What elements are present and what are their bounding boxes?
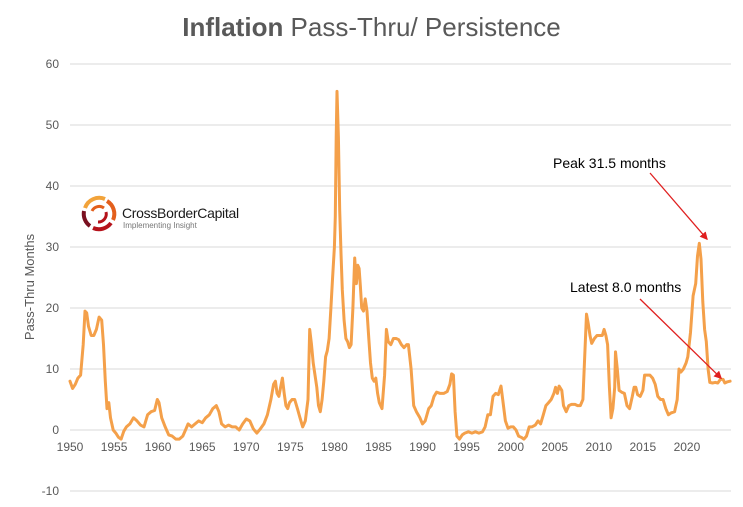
logo-tagline: Implementing Insight [123, 221, 198, 230]
y-tick-label: 30 [46, 240, 60, 254]
chart-title-rest: Pass-Thru/ Persistence [283, 12, 561, 42]
x-tick-label: 1965 [189, 440, 216, 454]
x-tick-label: 1955 [101, 440, 128, 454]
crossborder-logo: CrossBorderCapital Implementing Insight [81, 195, 239, 232]
annotation-label: Peak 31.5 months [553, 155, 666, 171]
logo-name: CrossBorderCapital [122, 205, 239, 221]
y-tick-label: -10 [42, 484, 60, 498]
y-axis-ticks: -10 0 10 20 30 40 50 60 [42, 57, 60, 498]
x-tick-label: 2015 [630, 440, 657, 454]
chart-title-bold: Inflation [182, 12, 284, 42]
x-tick-label: 1995 [453, 440, 480, 454]
x-tick-label: 1950 [57, 440, 84, 454]
series-group [68, 89, 732, 441]
y-tick-label: 50 [46, 118, 60, 132]
y-tick-label: 20 [46, 301, 60, 315]
y-tick-label: 60 [46, 57, 60, 71]
x-tick-label: 1980 [321, 440, 348, 454]
chart-title: Inflation Pass-Thru/ Persistence [0, 12, 743, 43]
x-tick-label: 1985 [365, 440, 392, 454]
annotation-arrow [649, 172, 708, 241]
x-tick-label: 2020 [674, 440, 701, 454]
gridlines [70, 63, 731, 492]
y-tick-label: 0 [52, 423, 59, 437]
annotations: Peak 31.5 months Latest 8.0 months [553, 155, 723, 380]
y-axis-label: Pass-Thru Months [22, 233, 37, 340]
y-tick-label: 40 [46, 179, 60, 193]
series-line [68, 89, 732, 441]
x-tick-label: 2000 [497, 440, 524, 454]
x-tick-label: 2010 [585, 440, 612, 454]
annotation-arrow [639, 298, 723, 380]
crossborder-logo-mark [81, 195, 117, 232]
x-tick-label: 1990 [409, 440, 436, 454]
x-tick-label: 2005 [541, 440, 568, 454]
x-tick-label: 1975 [277, 440, 304, 454]
x-tick-label: 1960 [145, 440, 172, 454]
y-tick-label: 10 [46, 362, 60, 376]
annotation-label: Latest 8.0 months [570, 279, 681, 295]
x-tick-label: 1970 [233, 440, 260, 454]
x-axis-ticks: 1950 1955 1960 1965 1970 1975 1980 1985 1990 1995… [57, 440, 701, 454]
